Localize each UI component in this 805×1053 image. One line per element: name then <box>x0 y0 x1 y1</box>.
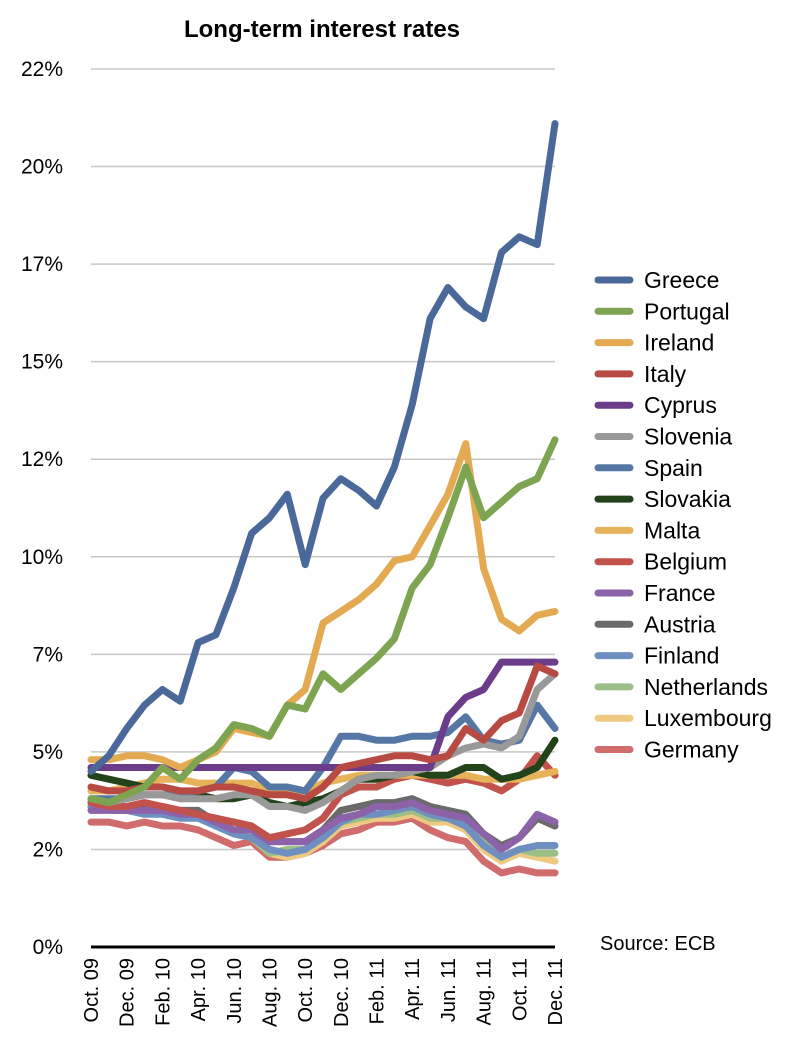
y-tick-label: 20% <box>21 156 63 179</box>
x-tick-label: Aug. 10 <box>259 958 281 1027</box>
legend-label: Austria <box>644 611 716 637</box>
y-tick-label: 12% <box>21 448 63 471</box>
legend-label: Slovenia <box>644 424 732 450</box>
x-tick-label: Dec. 10 <box>331 958 353 1027</box>
x-tick-label: Oct. 09 <box>81 958 103 1022</box>
legend-label: Netherlands <box>644 674 768 700</box>
x-tick-label: Aug. 11 <box>474 958 496 1025</box>
legend-label: Italy <box>644 361 687 387</box>
series-line-belgium <box>87 752 559 842</box>
gridlines <box>91 68 555 851</box>
legend-label: Slovakia <box>644 486 731 512</box>
x-tick-label: Jun. 10 <box>224 958 246 1024</box>
legend: Greece Portugal Ireland Italy Cyprus Slovenia… <box>594 267 772 763</box>
series-line-ireland <box>87 440 559 771</box>
series-line-finland <box>87 803 559 861</box>
x-tick-label: Feb. 10 <box>152 958 174 1026</box>
legend-label: Finland <box>644 643 719 669</box>
x-tick-label: Oct. 10 <box>295 958 317 1022</box>
x-axis-ticks: Oct. 09 Dec. 09 Feb. 10 Apr. 10 Jun. 10 Aug. … <box>81 958 567 1027</box>
series-line-greece <box>87 120 559 775</box>
series-line-france <box>87 799 559 853</box>
x-tick-label: Jun. 11 <box>438 958 460 1022</box>
source-note: Source: ECB <box>600 933 716 955</box>
x-tick-label: Apr. 11 <box>402 958 424 1020</box>
legend-label: Luxembourg <box>644 705 772 731</box>
y-tick-label: 22% <box>21 58 63 81</box>
legend-label: Greece <box>644 267 719 293</box>
legend-label: Cyprus <box>644 392 717 418</box>
legend-label: Ireland <box>644 330 714 356</box>
chart-title: Long-term interest rates <box>184 16 460 43</box>
series-line-italy <box>87 662 559 803</box>
x-tick-label: Dec. 09 <box>117 958 139 1027</box>
legend-label: Malta <box>644 517 700 543</box>
x-tick-label: Oct. 11 <box>509 958 531 1021</box>
y-tick-label: 10% <box>21 546 63 569</box>
y-tick-label: 7% <box>33 643 63 666</box>
x-tick-label: Apr. 10 <box>188 958 210 1021</box>
y-tick-label: 5% <box>33 741 63 764</box>
legend-label: Portugal <box>644 298 730 324</box>
legend-label: Germany <box>644 737 739 763</box>
series-line-portugal <box>87 436 559 807</box>
y-tick-label: 17% <box>21 253 63 276</box>
series-line-slovenia <box>87 670 559 814</box>
x-tick-label: Dec. 11 <box>545 958 567 1025</box>
y-tick-label: 2% <box>33 838 63 861</box>
y-axis-ticks: 0% 2% 5% 7% 10% 12% 15% 17% 20% 22% <box>21 58 63 959</box>
legend-label: Belgium <box>644 549 727 575</box>
x-tick-label: Feb. 11 <box>367 958 389 1024</box>
legend-label: France <box>644 580 716 606</box>
y-tick-label: 15% <box>21 351 63 374</box>
series-lines <box>87 120 559 877</box>
legend-label: Spain <box>644 455 703 481</box>
y-tick-label: 0% <box>33 936 63 959</box>
